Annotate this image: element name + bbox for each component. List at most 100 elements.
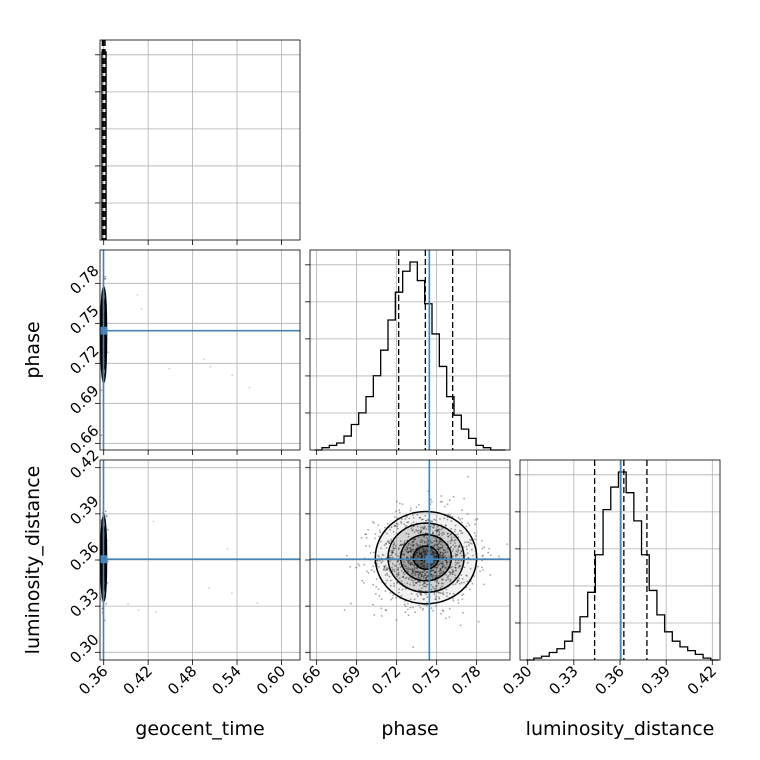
sample-point [461, 598, 464, 601]
sample-point [442, 549, 445, 552]
sample-point [434, 552, 436, 554]
sample-point [384, 564, 387, 567]
sample-point [490, 554, 492, 557]
sample-point [385, 567, 388, 569]
sample-point [373, 614, 376, 616]
sample-point [445, 588, 448, 591]
sample-point [397, 571, 400, 574]
sample-point [380, 547, 382, 550]
sample-point [468, 544, 470, 547]
sample-point [429, 573, 432, 576]
sample-point [412, 528, 414, 531]
sample-point [444, 555, 447, 557]
sample-point [440, 556, 443, 559]
sample-point [408, 517, 411, 520]
sample-point [385, 556, 388, 559]
sample-point [476, 518, 479, 520]
sample-point [467, 556, 470, 559]
sample-point [420, 559, 423, 562]
sample-point [424, 551, 426, 553]
sample-point [441, 579, 444, 581]
scatter-phase-vs-geocent-time-panel: 0.660.690.720.750.78 [66, 249, 301, 458]
sample-point [396, 581, 398, 584]
sample-point [419, 592, 421, 595]
sample-point [401, 553, 404, 556]
sample-point [419, 553, 421, 555]
sample-point [411, 564, 414, 566]
sample-point [432, 574, 434, 577]
sample-point [445, 563, 448, 566]
sample-point [407, 577, 410, 580]
truth-marker [425, 555, 434, 564]
sample-point [407, 567, 410, 569]
sample-point [438, 560, 441, 563]
sample-point [372, 551, 375, 554]
sample-point [420, 563, 422, 565]
sample-point [417, 570, 420, 573]
sample-point [421, 525, 424, 528]
sample-point [370, 569, 373, 572]
sample-point [421, 571, 424, 574]
sample-point [137, 609, 140, 611]
sample-point [391, 568, 394, 571]
sample-point [434, 555, 437, 558]
sample-point [386, 568, 388, 571]
sample-point [401, 576, 404, 578]
sample-point [401, 553, 404, 555]
sample-point [390, 554, 393, 556]
sample-point [456, 579, 459, 582]
sample-point [384, 574, 387, 576]
contour-line [387, 522, 465, 594]
sample-point [450, 520, 453, 522]
sample-point [483, 583, 485, 586]
sample-point [431, 563, 434, 566]
sample-point [421, 583, 424, 586]
sample-point [442, 565, 444, 568]
sample-point [248, 386, 251, 389]
sample-point [423, 564, 425, 567]
sample-point [467, 541, 470, 544]
sample-point [106, 351, 109, 354]
sample-point [474, 519, 477, 521]
sample-point [447, 535, 450, 538]
sample-point [425, 585, 427, 588]
sample-point [374, 593, 377, 595]
sample-point [461, 594, 463, 596]
sample-point [488, 547, 491, 550]
sample-point [452, 583, 455, 586]
sample-point [435, 531, 438, 533]
sample-point [414, 555, 416, 557]
truth-marker [99, 326, 108, 335]
sample-point [436, 529, 439, 532]
sample-point [419, 552, 421, 555]
sample-point [441, 546, 443, 549]
sample-point [433, 540, 436, 542]
sample-point [459, 624, 462, 627]
sample-point [414, 579, 416, 581]
sample-point [411, 555, 413, 558]
sample-point [403, 541, 406, 544]
sample-point [459, 552, 462, 555]
sample-point [441, 566, 444, 568]
sample-point [426, 537, 428, 539]
sample-point [467, 475, 469, 478]
sample-point [422, 518, 424, 521]
sample-point [423, 540, 426, 543]
sample-point [440, 543, 442, 546]
sample-point [426, 541, 428, 544]
sample-point [380, 615, 383, 617]
sample-point [374, 533, 377, 535]
sample-point [373, 522, 375, 524]
sample-point [397, 548, 400, 551]
sample-point [422, 535, 425, 537]
sample-point [460, 530, 462, 532]
sample-point [446, 532, 449, 535]
sample-point [431, 585, 434, 588]
sample-point [369, 552, 372, 554]
sample-point [438, 563, 440, 566]
sample-point [407, 550, 410, 553]
sample-point [423, 552, 426, 555]
sample-point [410, 527, 413, 530]
sample-point [416, 567, 419, 570]
